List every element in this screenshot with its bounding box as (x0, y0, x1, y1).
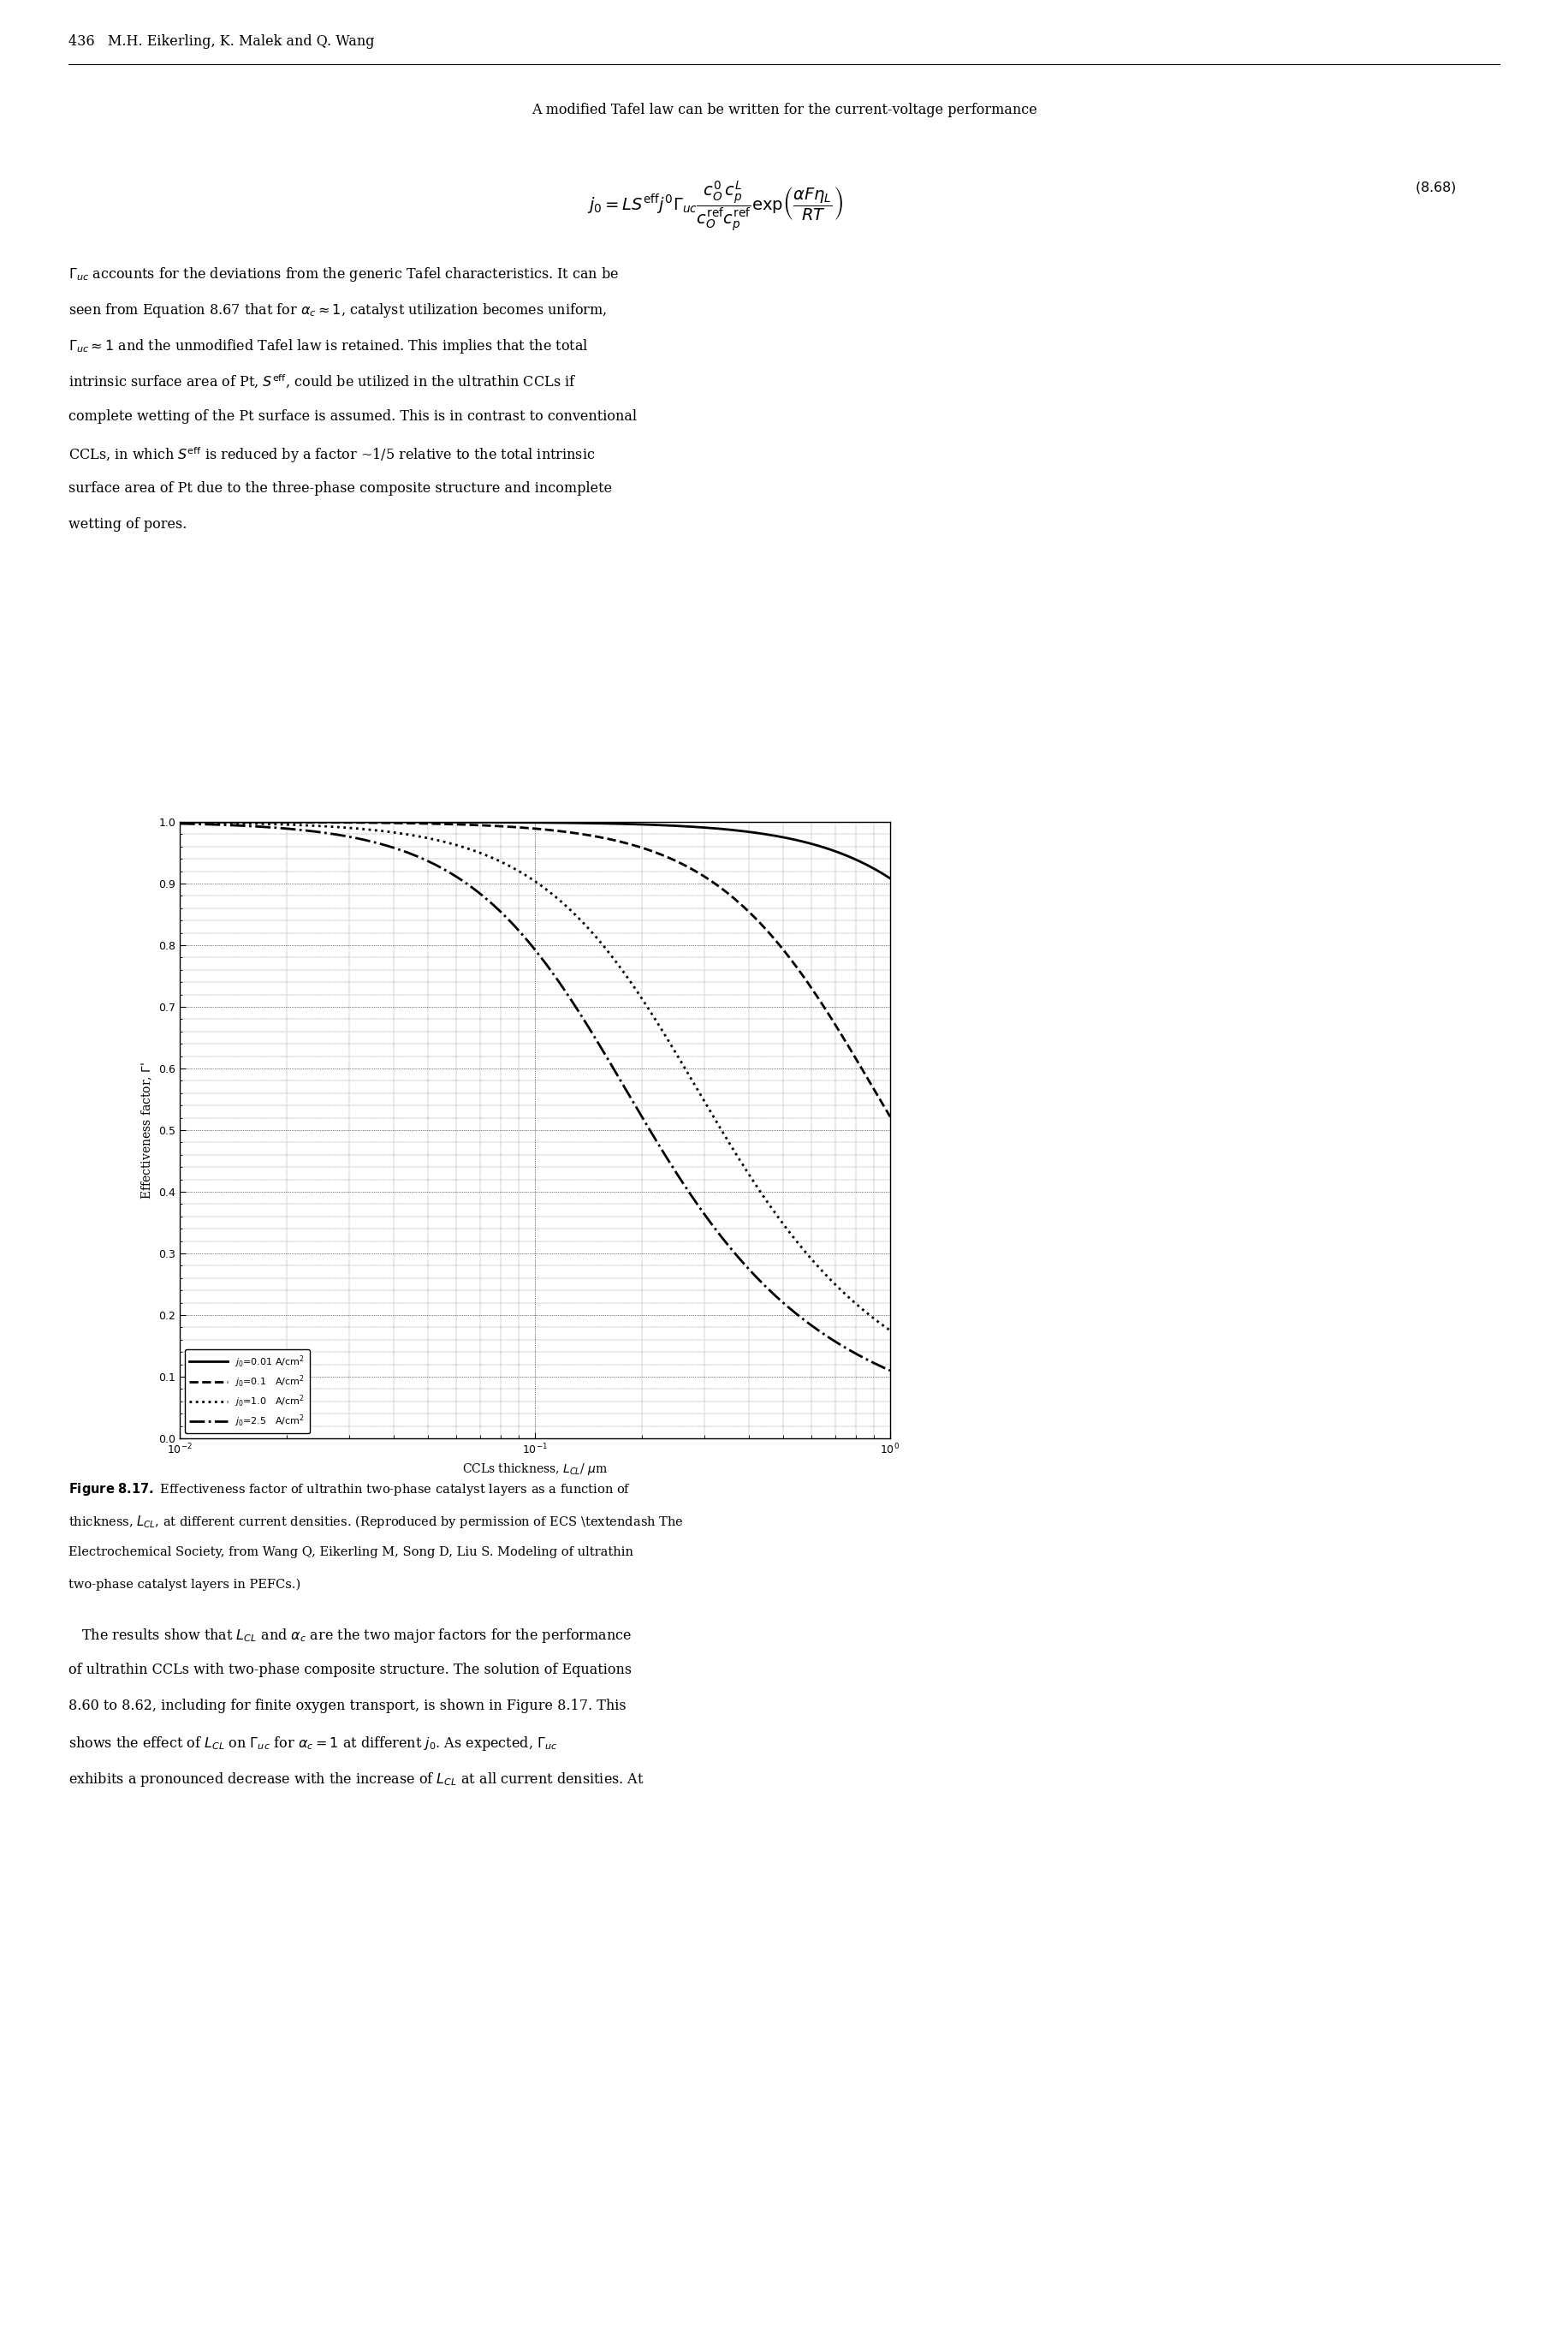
$j_0$=0.01 A/cm$^2$ (458, 809, 477, 837)
$j_0$=0.01 A/cm$^2$ (659, 811, 677, 839)
Text: surface area of Pt due to the three-phase composite structure and incomplete: surface area of Pt due to the three-phas… (69, 482, 612, 496)
$j_0$=1.0   A/cm$^2$ (724, 1136, 743, 1164)
Text: 436   M.H. Eikerling, K. Malek and Q. Wang: 436 M.H. Eikerling, K. Malek and Q. Wang (69, 35, 375, 49)
$j_0$=0.01 A/cm$^2$ (243, 809, 262, 837)
$j_0$=0.01 A/cm$^2$ (737, 818, 756, 846)
$j_0$=1.0   A/cm$^2$ (243, 809, 262, 837)
Text: intrinsic surface area of Pt, $S^{\mathrm{eff}}$, could be utilized in the ultra: intrinsic surface area of Pt, $S^{\mathr… (69, 374, 577, 390)
Line: $j_0$=1.0   A/cm$^2$: $j_0$=1.0 A/cm$^2$ (180, 823, 891, 1331)
$j_0$=2.5   A/cm$^2$ (881, 1357, 900, 1385)
$j_0$=2.5   A/cm$^2$ (458, 870, 477, 898)
Text: A modified Tafel law can be written for the current-voltage performance: A modified Tafel law can be written for … (532, 103, 1036, 118)
$j_0$=2.5   A/cm$^2$ (659, 1145, 677, 1173)
$j_0$=2.5   A/cm$^2$ (243, 811, 262, 839)
$j_0$=0.1   A/cm$^2$ (458, 811, 477, 839)
Text: two-phase catalyst layers in PEFCs.): two-phase catalyst layers in PEFCs.) (69, 1580, 301, 1592)
$j_0$=0.1   A/cm$^2$ (243, 809, 262, 837)
$j_0$=0.1   A/cm$^2$ (659, 844, 677, 872)
Text: $\mathbf{Figure\ 8.17.}$ Effectiveness factor of ultrathin two-phase catalyst la: $\mathbf{Figure\ 8.17.}$ Effectiveness f… (69, 1481, 630, 1498)
$j_0$=0.01 A/cm$^2$ (724, 816, 743, 844)
$j_0$=1.0   A/cm$^2$ (881, 1317, 900, 1345)
$j_0$=2.5   A/cm$^2$ (171, 809, 190, 837)
$j_0$=0.01 A/cm$^2$ (171, 809, 190, 837)
$j_0$=1.0   A/cm$^2$ (483, 844, 502, 872)
$j_0$=0.1   A/cm$^2$ (483, 811, 502, 839)
Text: seen from Equation 8.67 that for $\alpha_c \approx 1$, catalyst utilization beco: seen from Equation 8.67 that for $\alpha… (69, 301, 607, 320)
$j_0$=0.1   A/cm$^2$ (881, 1103, 900, 1131)
Text: $\Gamma_{uc} \approx 1$ and the unmodified Tafel law is retained. This implies t: $\Gamma_{uc} \approx 1$ and the unmodifi… (69, 336, 588, 355)
Y-axis label: Effectiveness factor, $\Gamma$': Effectiveness factor, $\Gamma$' (140, 1060, 154, 1199)
Text: The results show that $L_{CL}$ and $\alpha_c$ are the two major factors for the : The results show that $L_{CL}$ and $\alp… (69, 1627, 632, 1646)
Text: shows the effect of $L_{CL}$ on $\Gamma_{uc}$ for $\alpha_c = 1$ at different $j: shows the effect of $L_{CL}$ on $\Gamma_… (69, 1735, 558, 1751)
Text: of ultrathin CCLs with two-phase composite structure. The solution of Equations: of ultrathin CCLs with two-phase composi… (69, 1662, 632, 1676)
Text: $j_0 = LS^{\mathrm{eff}} j^0 \Gamma_{uc} \dfrac{c_O^0 \, c_p^L}{c_O^{\mathrm{ref: $j_0 = LS^{\mathrm{eff}} j^0 \Gamma_{uc}… (588, 179, 844, 233)
Line: $j_0$=2.5   A/cm$^2$: $j_0$=2.5 A/cm$^2$ (180, 823, 891, 1371)
Line: $j_0$=0.1   A/cm$^2$: $j_0$=0.1 A/cm$^2$ (180, 823, 891, 1117)
X-axis label: CCLs thickness, $L_{CL}$/ $\mu$m: CCLs thickness, $L_{CL}$/ $\mu$m (463, 1462, 608, 1476)
Text: $(8.68)$: $(8.68)$ (1414, 179, 1457, 195)
Text: exhibits a pronounced decrease with the increase of $L_{CL}$ at all current dens: exhibits a pronounced decrease with the … (69, 1770, 644, 1789)
Text: Electrochemical Society, from Wang Q, Eikerling M, Song D, Liu S. Modeling of ul: Electrochemical Society, from Wang Q, Ei… (69, 1547, 633, 1559)
Text: $\Gamma_{uc}$ accounts for the deviations from the generic Tafel characteristics: $\Gamma_{uc}$ accounts for the deviation… (69, 266, 619, 284)
$j_0$=2.5   A/cm$^2$ (737, 1253, 756, 1281)
$j_0$=1.0   A/cm$^2$ (737, 1157, 756, 1185)
Text: thickness, $L_{CL}$, at different current densities. (Reproduced by permission o: thickness, $L_{CL}$, at different curren… (69, 1514, 684, 1531)
$j_0$=2.5   A/cm$^2$ (483, 891, 502, 919)
$j_0$=0.1   A/cm$^2$ (171, 809, 190, 837)
$j_0$=0.01 A/cm$^2$ (881, 865, 900, 893)
Text: wetting of pores.: wetting of pores. (69, 517, 187, 531)
Text: CCLs, in which $S^{\mathrm{eff}}$ is reduced by a factor ~1/5 relative to the to: CCLs, in which $S^{\mathrm{eff}}$ is red… (69, 444, 596, 465)
Text: 8.60 to 8.62, including for finite oxygen transport, is shown in Figure 8.17. Th: 8.60 to 8.62, including for finite oxyge… (69, 1700, 626, 1714)
$j_0$=1.0   A/cm$^2$ (659, 1025, 677, 1053)
$j_0$=2.5   A/cm$^2$ (724, 1237, 743, 1265)
$j_0$=0.1   A/cm$^2$ (724, 884, 743, 912)
Legend: $j_0$=0.01 A/cm$^2$, $j_0$=0.1   A/cm$^2$, $j_0$=1.0   A/cm$^2$, $j_0$=2.5   A/c: $j_0$=0.01 A/cm$^2$, $j_0$=0.1 A/cm$^2$,… (185, 1349, 309, 1434)
Text: complete wetting of the Pt surface is assumed. This is in contrast to convention: complete wetting of the Pt surface is as… (69, 409, 637, 423)
$j_0$=1.0   A/cm$^2$ (171, 809, 190, 837)
Line: $j_0$=0.01 A/cm$^2$: $j_0$=0.01 A/cm$^2$ (180, 823, 891, 879)
$j_0$=0.1   A/cm$^2$ (737, 896, 756, 924)
$j_0$=1.0   A/cm$^2$ (458, 835, 477, 863)
$j_0$=0.01 A/cm$^2$ (483, 809, 502, 837)
